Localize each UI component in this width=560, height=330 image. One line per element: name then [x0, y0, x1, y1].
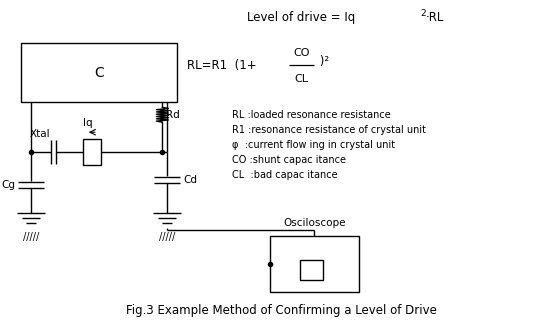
Text: RL :loaded resonance resistance: RL :loaded resonance resistance: [232, 110, 391, 120]
Text: CO :shunt capac itance: CO :shunt capac itance: [232, 155, 346, 165]
Text: Cd: Cd: [183, 175, 197, 185]
Text: CL: CL: [295, 74, 309, 83]
Text: CO: CO: [293, 48, 310, 58]
Bar: [300, 260, 324, 280]
Text: C: C: [95, 66, 104, 80]
Text: φ  :current flow ing in crystal unit: φ :current flow ing in crystal unit: [232, 140, 395, 150]
Text: Osciloscope: Osciloscope: [283, 217, 346, 228]
Text: Level of drive = Iq: Level of drive = Iq: [247, 12, 355, 24]
Text: Rd: Rd: [166, 110, 180, 120]
Text: /////: /////: [23, 232, 39, 242]
Text: 2: 2: [421, 10, 427, 18]
Text: CL  :bad capac itance: CL :bad capac itance: [232, 170, 338, 180]
Text: RL=R1  (1+: RL=R1 (1+: [187, 59, 257, 72]
Text: Fig.3 Example Method of Confirming a Level of Drive: Fig.3 Example Method of Confirming a Lev…: [126, 304, 437, 317]
Text: /////: /////: [159, 232, 175, 242]
Text: ·RL: ·RL: [426, 12, 444, 24]
Text: Cg: Cg: [1, 180, 15, 190]
Bar: [21, 43, 178, 102]
Text: R1 :resonance resistance of crystal unit: R1 :resonance resistance of crystal unit: [232, 125, 426, 135]
Text: Iq: Iq: [83, 118, 92, 128]
Text: Xtal: Xtal: [29, 129, 50, 139]
Bar: [83, 139, 101, 165]
Bar: [270, 236, 359, 292]
Text: )²: )²: [316, 55, 330, 68]
